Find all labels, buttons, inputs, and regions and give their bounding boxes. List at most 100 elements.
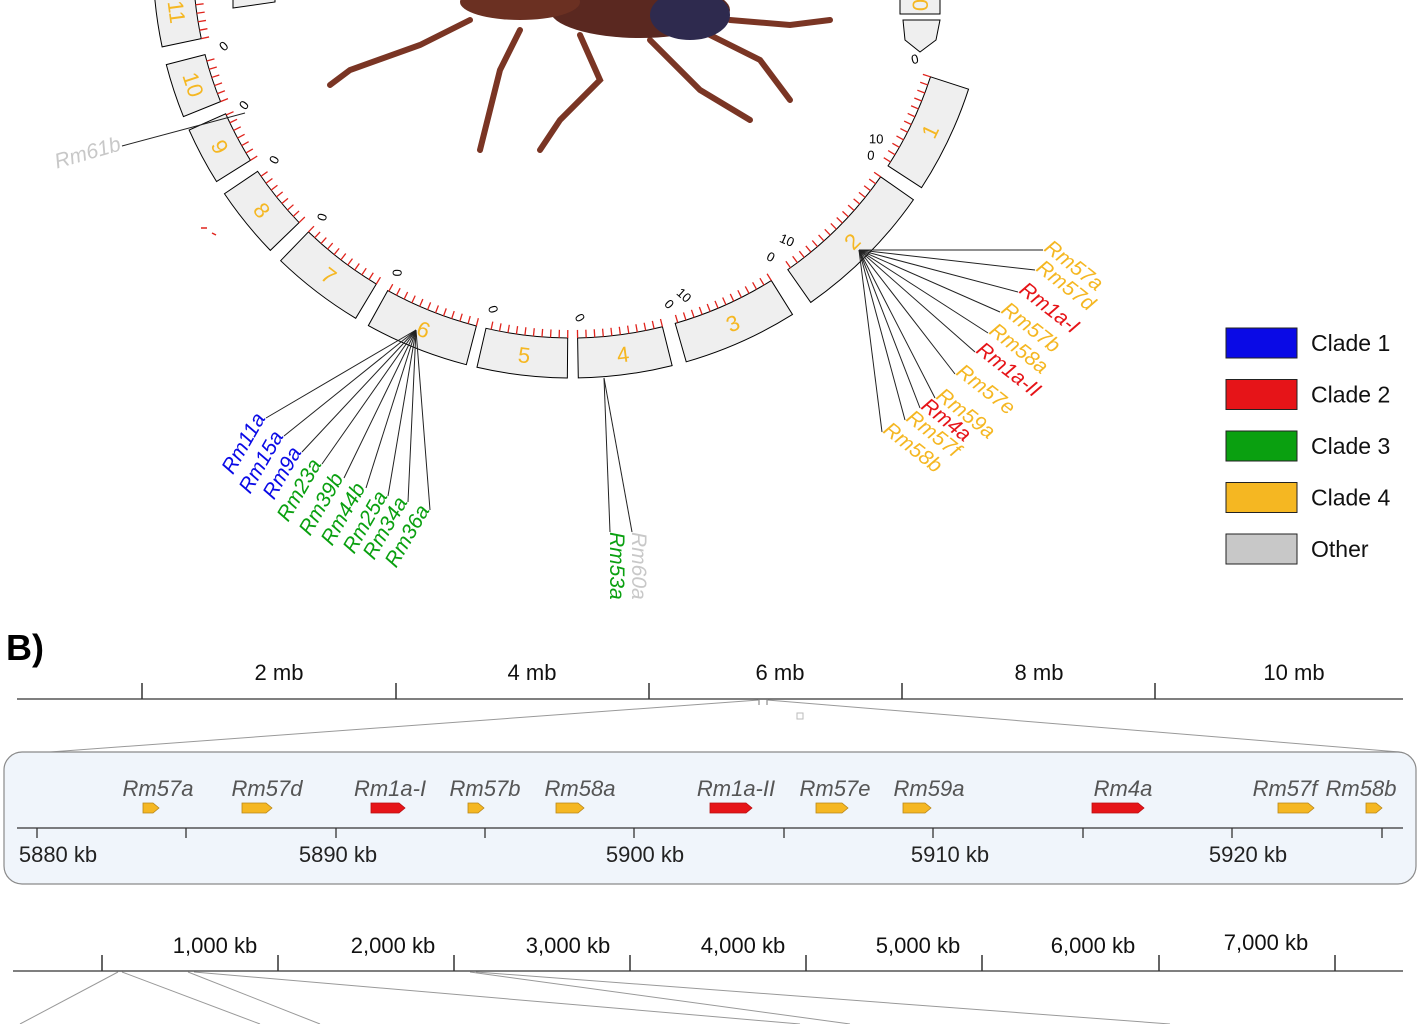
- chromosome-segment-5: 50: [476, 311, 589, 379]
- panel-b-label: B): [6, 627, 44, 668]
- leader-line: [858, 249, 989, 334]
- segment-shape: [577, 326, 673, 379]
- legend-swatch: [1225, 482, 1298, 513]
- scale-label: 3,000 kb: [526, 933, 610, 958]
- scale-tick: [459, 313, 463, 322]
- scale-tick: [320, 237, 327, 244]
- gene-label: Rm57b: [450, 776, 521, 801]
- chromosome-segment-10: 100: [165, 54, 252, 118]
- scale-tick: [229, 118, 238, 124]
- scale-zero: 0: [910, 51, 920, 67]
- segment-shape: [154, 0, 202, 48]
- leader-line: [858, 249, 906, 421]
- scale-tick: [206, 58, 215, 62]
- gene-arrow: [241, 802, 273, 814]
- scale-zero: 0: [485, 304, 501, 315]
- zoom-axis-label: 5920 kb: [1209, 842, 1287, 867]
- scale-tick: [853, 198, 861, 205]
- scale-tick: [314, 231, 321, 239]
- scale-label: 4,000 kb: [701, 933, 785, 958]
- scale-tick: [426, 302, 432, 310]
- gene-arrow: [1277, 802, 1315, 814]
- scale-tick: [403, 291, 409, 300]
- leader-line: [415, 329, 431, 511]
- scale-tick: [883, 157, 891, 163]
- gene-arrow: [1365, 802, 1383, 814]
- leader-line: [858, 249, 883, 433]
- zoom-connector-lines: [49, 699, 1401, 753]
- scale-tick: [199, 28, 208, 31]
- gene-arrow: [555, 802, 585, 814]
- gene-label: Rm53a: [605, 532, 628, 600]
- circos-gene-Rm11a: Rm11a: [217, 329, 417, 478]
- scale-tick: [515, 326, 519, 335]
- scale-tick: [490, 321, 494, 330]
- scale-tick: [868, 178, 877, 185]
- chromosome-segment-2: 20: [785, 147, 915, 304]
- segment-shape: [887, 76, 970, 189]
- scale-tick: [451, 310, 455, 319]
- gene-arrow: [902, 802, 932, 814]
- scale-tick: [340, 253, 347, 261]
- scale-zero: 0: [314, 212, 330, 223]
- legend: Clade 1 Clade 2 Clade 3 Clade 4 Other: [1225, 327, 1390, 565]
- leader-line: [858, 249, 976, 353]
- chromosome-segment-partial: 0: [899, 0, 941, 53]
- scale-tick: [593, 329, 596, 338]
- gene-arrow: [815, 802, 849, 814]
- scale-tick: [197, 19, 207, 23]
- scale-tick: [217, 90, 226, 95]
- legend-swatch: [1225, 533, 1298, 565]
- scale-tick: [900, 127, 908, 133]
- zoom-gene-Rm57d: Rm57d: [232, 776, 303, 814]
- scale-tick: [752, 282, 758, 290]
- scale-tick: [475, 318, 479, 327]
- leader-line: [407, 329, 417, 503]
- legend-label: Other: [1311, 536, 1369, 562]
- scale-tick: [201, 36, 210, 40]
- legend-item-clade2: Clade 2: [1225, 379, 1390, 410]
- scale-tick: [873, 171, 882, 178]
- scale-tick: [241, 141, 249, 147]
- scale-tick: [270, 184, 278, 191]
- legend-label: Clade 4: [1311, 485, 1390, 511]
- scale-tick: [824, 228, 831, 236]
- scale-tick: [892, 142, 900, 148]
- scale-tick: [830, 222, 837, 230]
- scale-zero: 0: [764, 249, 777, 266]
- leader-line: [301, 329, 417, 453]
- segment-shape: [279, 231, 378, 319]
- scale-tick: [690, 309, 695, 318]
- circos-gene-Rm60a: Rm60a: [603, 377, 650, 600]
- leader-line: [265, 329, 417, 419]
- circos-gene-Rm53a: Rm53a: [603, 377, 628, 600]
- legend-swatch: [1225, 327, 1298, 359]
- gene-label: Rm60a: [627, 532, 650, 600]
- scale-zero: 0: [236, 98, 252, 113]
- scale-tick: [910, 105, 919, 110]
- scale-ten: 10: [869, 131, 884, 146]
- scale-tick: [626, 325, 630, 334]
- zoom-gene-Rm1a-II: Rm1a-II: [697, 776, 775, 814]
- scale-zero: 0: [572, 311, 589, 325]
- legend-item-clade4: Clade 4: [1225, 482, 1390, 513]
- ant-abdomen: [650, 0, 730, 40]
- scale-tick: [237, 133, 245, 139]
- scale-tick: [361, 267, 367, 276]
- gene-arrow: [467, 802, 485, 814]
- scale-tick: [395, 287, 401, 296]
- leader-line: [121, 112, 246, 147]
- zoom-axis-label: 5900 kb: [606, 842, 684, 867]
- scale-tick: [818, 234, 825, 242]
- legend-swatch: [1225, 379, 1298, 410]
- scale-tick: [442, 308, 447, 317]
- segment-label: 11: [163, 0, 191, 25]
- leader-line: [283, 329, 417, 437]
- scale-tick: [434, 305, 440, 314]
- chromosome-segment-9: 90: [188, 111, 282, 183]
- leader-line: [387, 329, 417, 497]
- scale-tick: [842, 210, 849, 218]
- scale-tick: [798, 250, 805, 258]
- scale-tick: [674, 314, 679, 323]
